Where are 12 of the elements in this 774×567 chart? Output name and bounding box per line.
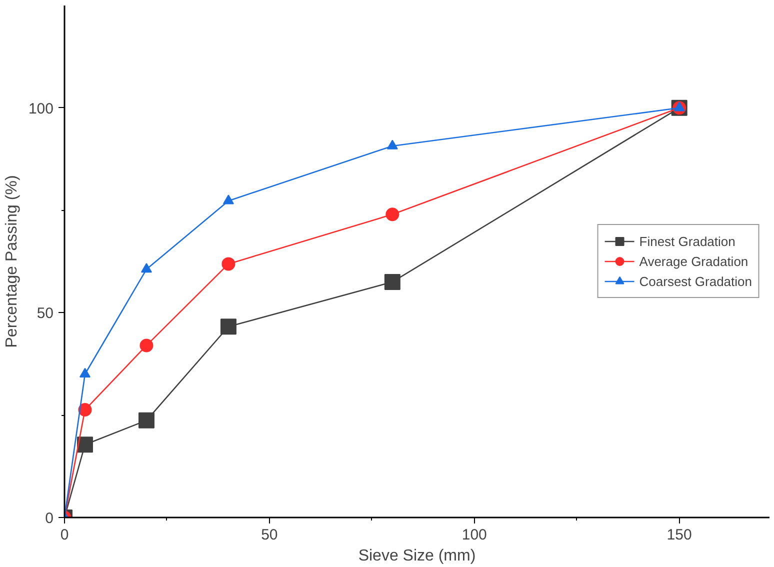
y-tick-label: 0 xyxy=(45,510,54,527)
y-tick-label: 50 xyxy=(36,305,54,322)
y-tick-label: 100 xyxy=(28,100,54,118)
x-tick-label: 150 xyxy=(666,526,692,544)
x-tick-label: 50 xyxy=(261,526,278,544)
x-tick-label: 0 xyxy=(60,526,69,544)
legend-label: Average Gradation xyxy=(639,254,748,268)
legend-label: Coarsest Gradation xyxy=(639,274,752,288)
x-axis-title: Sieve Size (mm) xyxy=(358,548,476,564)
x-tick-label: 100 xyxy=(462,526,487,544)
legend-label: Finest Gradation xyxy=(639,234,736,248)
y-axis-title: Percentage Passing (%) xyxy=(3,175,20,348)
